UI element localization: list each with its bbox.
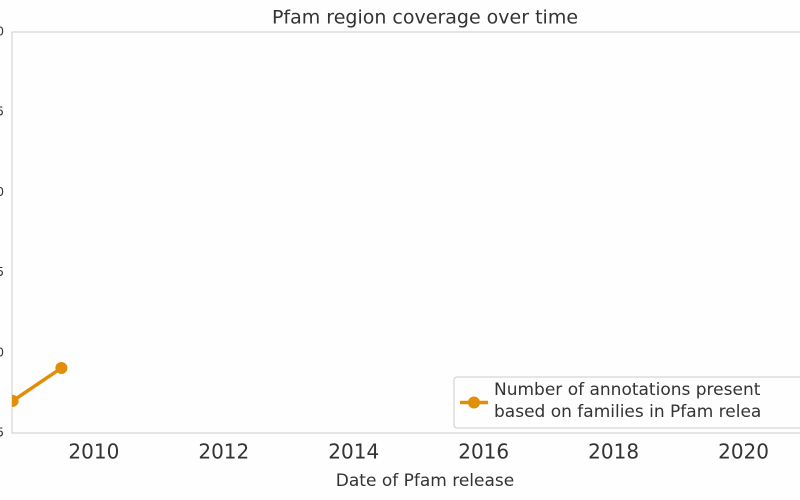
legend-label: Number of annotations present <box>494 380 761 400</box>
legend-marker <box>468 396 480 409</box>
x-tick-label: 2016 <box>458 440 509 464</box>
x-tick-label: 2018 <box>588 440 639 464</box>
legend-box <box>453 376 800 429</box>
x-tick-label: 2012 <box>198 440 249 464</box>
plot-frame <box>11 31 800 434</box>
x-tick-label: 2020 <box>718 440 769 464</box>
y-tick-label: 0 <box>0 25 4 39</box>
data-point <box>12 394 19 407</box>
y-tick-label: 5 <box>0 426 4 440</box>
x-tick-label: 2014 <box>328 440 379 464</box>
series-line <box>12 366 63 403</box>
y-tick-label: 5 <box>0 105 4 119</box>
x-tick-label: 2010 <box>68 440 119 464</box>
data-point <box>55 362 68 375</box>
x-axis-label: Date of Pfam release <box>336 471 514 491</box>
y-tick-label: 0 <box>0 185 4 199</box>
y-tick-label: 0 <box>0 345 4 359</box>
chart-title: Pfam region coverage over time <box>272 7 578 29</box>
y-tick-label: 5 <box>0 265 4 279</box>
legend-label: based on families in Pfam relea <box>494 402 761 422</box>
